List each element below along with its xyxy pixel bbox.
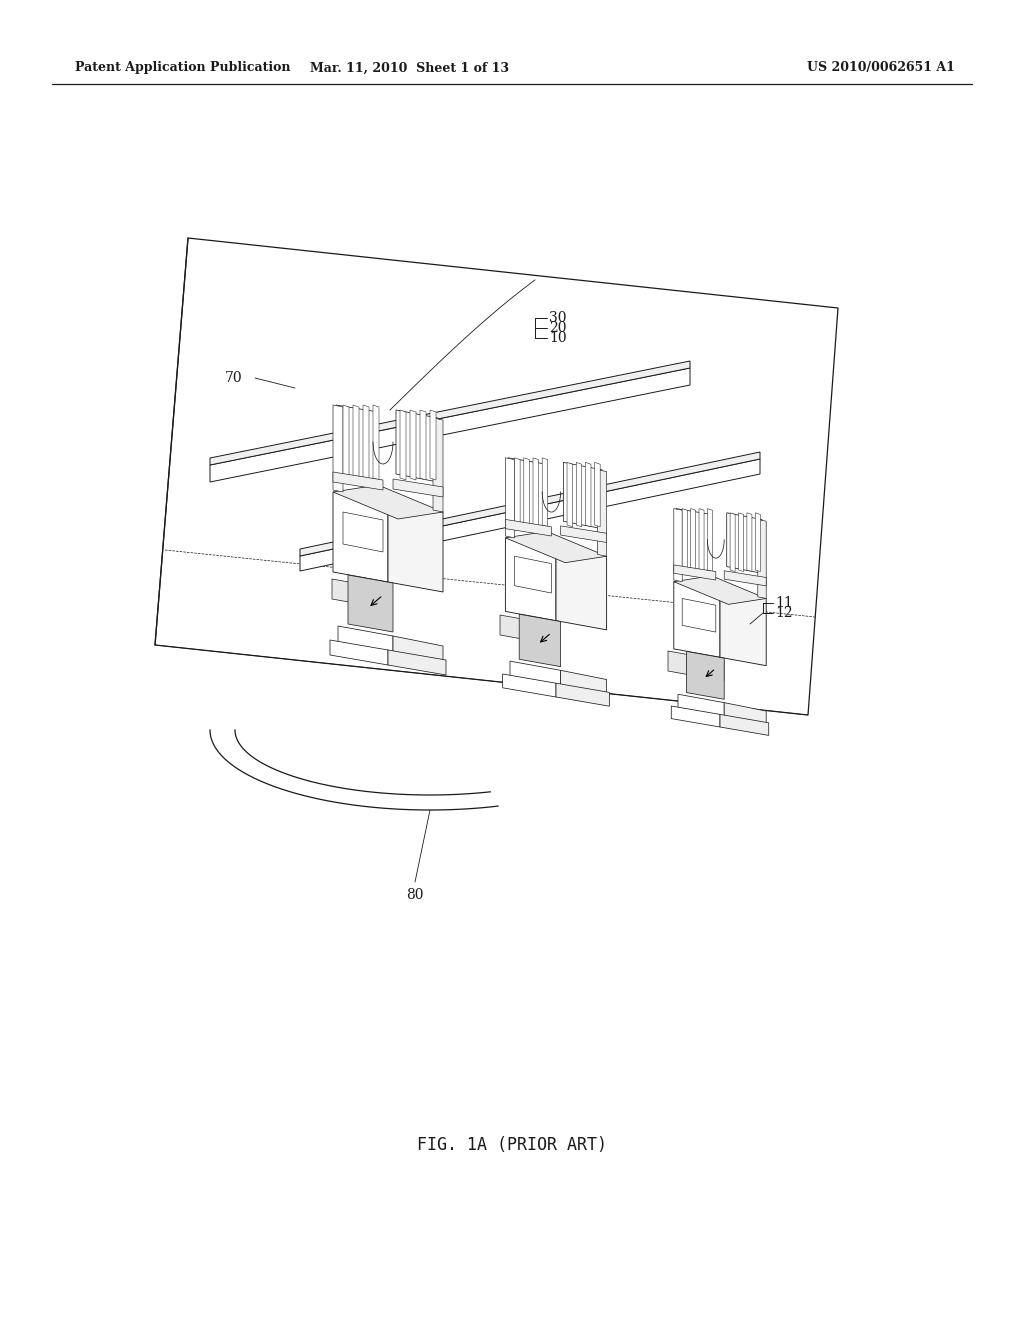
Polygon shape bbox=[500, 615, 556, 645]
Text: 10: 10 bbox=[549, 331, 566, 345]
Text: Patent Application Publication: Patent Application Publication bbox=[75, 62, 291, 74]
Polygon shape bbox=[332, 579, 388, 609]
Polygon shape bbox=[393, 479, 443, 498]
Polygon shape bbox=[330, 640, 388, 665]
Polygon shape bbox=[515, 458, 520, 527]
Polygon shape bbox=[720, 590, 766, 665]
Polygon shape bbox=[563, 462, 602, 528]
Polygon shape bbox=[690, 508, 695, 572]
Polygon shape bbox=[724, 702, 766, 725]
Text: 11: 11 bbox=[775, 597, 793, 610]
Polygon shape bbox=[333, 405, 343, 492]
Polygon shape bbox=[400, 411, 406, 480]
Polygon shape bbox=[560, 525, 606, 543]
Text: 12: 12 bbox=[775, 606, 793, 620]
Polygon shape bbox=[678, 694, 724, 715]
Polygon shape bbox=[338, 626, 393, 652]
Polygon shape bbox=[388, 649, 446, 675]
Polygon shape bbox=[738, 512, 743, 572]
Polygon shape bbox=[597, 470, 606, 556]
Polygon shape bbox=[674, 582, 720, 657]
Text: US 2010/0062651 A1: US 2010/0062651 A1 bbox=[807, 62, 955, 74]
Polygon shape bbox=[674, 508, 682, 582]
Polygon shape bbox=[556, 684, 609, 706]
Polygon shape bbox=[388, 502, 443, 591]
Polygon shape bbox=[586, 462, 591, 527]
Polygon shape bbox=[577, 462, 582, 527]
Polygon shape bbox=[756, 512, 760, 572]
Polygon shape bbox=[524, 458, 529, 527]
Polygon shape bbox=[720, 714, 769, 735]
Polygon shape bbox=[300, 451, 760, 556]
Polygon shape bbox=[420, 411, 426, 480]
Polygon shape bbox=[430, 411, 436, 480]
Polygon shape bbox=[503, 675, 556, 697]
Polygon shape bbox=[333, 492, 388, 582]
Polygon shape bbox=[758, 520, 766, 598]
Polygon shape bbox=[699, 508, 705, 572]
Polygon shape bbox=[510, 661, 560, 685]
Text: 30: 30 bbox=[549, 312, 566, 325]
Polygon shape bbox=[686, 651, 724, 700]
Polygon shape bbox=[433, 418, 443, 512]
Polygon shape bbox=[508, 458, 547, 527]
Polygon shape bbox=[506, 458, 515, 537]
Polygon shape bbox=[373, 405, 379, 480]
Polygon shape bbox=[674, 565, 716, 579]
Polygon shape bbox=[300, 459, 760, 572]
Text: Mar. 11, 2010  Sheet 1 of 13: Mar. 11, 2010 Sheet 1 of 13 bbox=[310, 62, 510, 74]
Polygon shape bbox=[336, 405, 378, 480]
Text: 80: 80 bbox=[407, 888, 424, 902]
Polygon shape bbox=[362, 405, 369, 480]
Polygon shape bbox=[348, 576, 393, 632]
Polygon shape bbox=[343, 405, 349, 480]
Polygon shape bbox=[708, 508, 713, 572]
Polygon shape bbox=[506, 537, 556, 620]
Polygon shape bbox=[556, 546, 606, 630]
Polygon shape bbox=[333, 473, 383, 490]
Polygon shape bbox=[410, 411, 416, 480]
Polygon shape bbox=[727, 512, 762, 573]
Polygon shape bbox=[393, 636, 443, 663]
Polygon shape bbox=[396, 411, 438, 482]
Polygon shape bbox=[746, 512, 752, 572]
Polygon shape bbox=[506, 520, 551, 536]
Text: FIG. 1A (PRIOR ART): FIG. 1A (PRIOR ART) bbox=[417, 1137, 607, 1154]
Polygon shape bbox=[730, 512, 735, 572]
Polygon shape bbox=[672, 706, 720, 727]
Polygon shape bbox=[542, 458, 548, 527]
Polygon shape bbox=[515, 556, 551, 593]
Polygon shape bbox=[506, 532, 606, 562]
Polygon shape bbox=[567, 462, 572, 527]
Polygon shape bbox=[595, 462, 600, 527]
Polygon shape bbox=[674, 576, 766, 605]
Polygon shape bbox=[534, 458, 539, 527]
Polygon shape bbox=[682, 598, 716, 632]
Polygon shape bbox=[682, 508, 687, 572]
Polygon shape bbox=[333, 484, 443, 519]
Polygon shape bbox=[210, 368, 690, 482]
Polygon shape bbox=[519, 614, 560, 667]
Text: 70: 70 bbox=[225, 371, 243, 385]
Polygon shape bbox=[676, 508, 712, 572]
Polygon shape bbox=[560, 671, 606, 694]
Polygon shape bbox=[343, 512, 383, 552]
Polygon shape bbox=[724, 570, 766, 586]
Polygon shape bbox=[155, 238, 838, 715]
Polygon shape bbox=[353, 405, 359, 480]
Text: 20: 20 bbox=[549, 321, 566, 335]
Polygon shape bbox=[210, 360, 690, 465]
Polygon shape bbox=[668, 651, 724, 681]
